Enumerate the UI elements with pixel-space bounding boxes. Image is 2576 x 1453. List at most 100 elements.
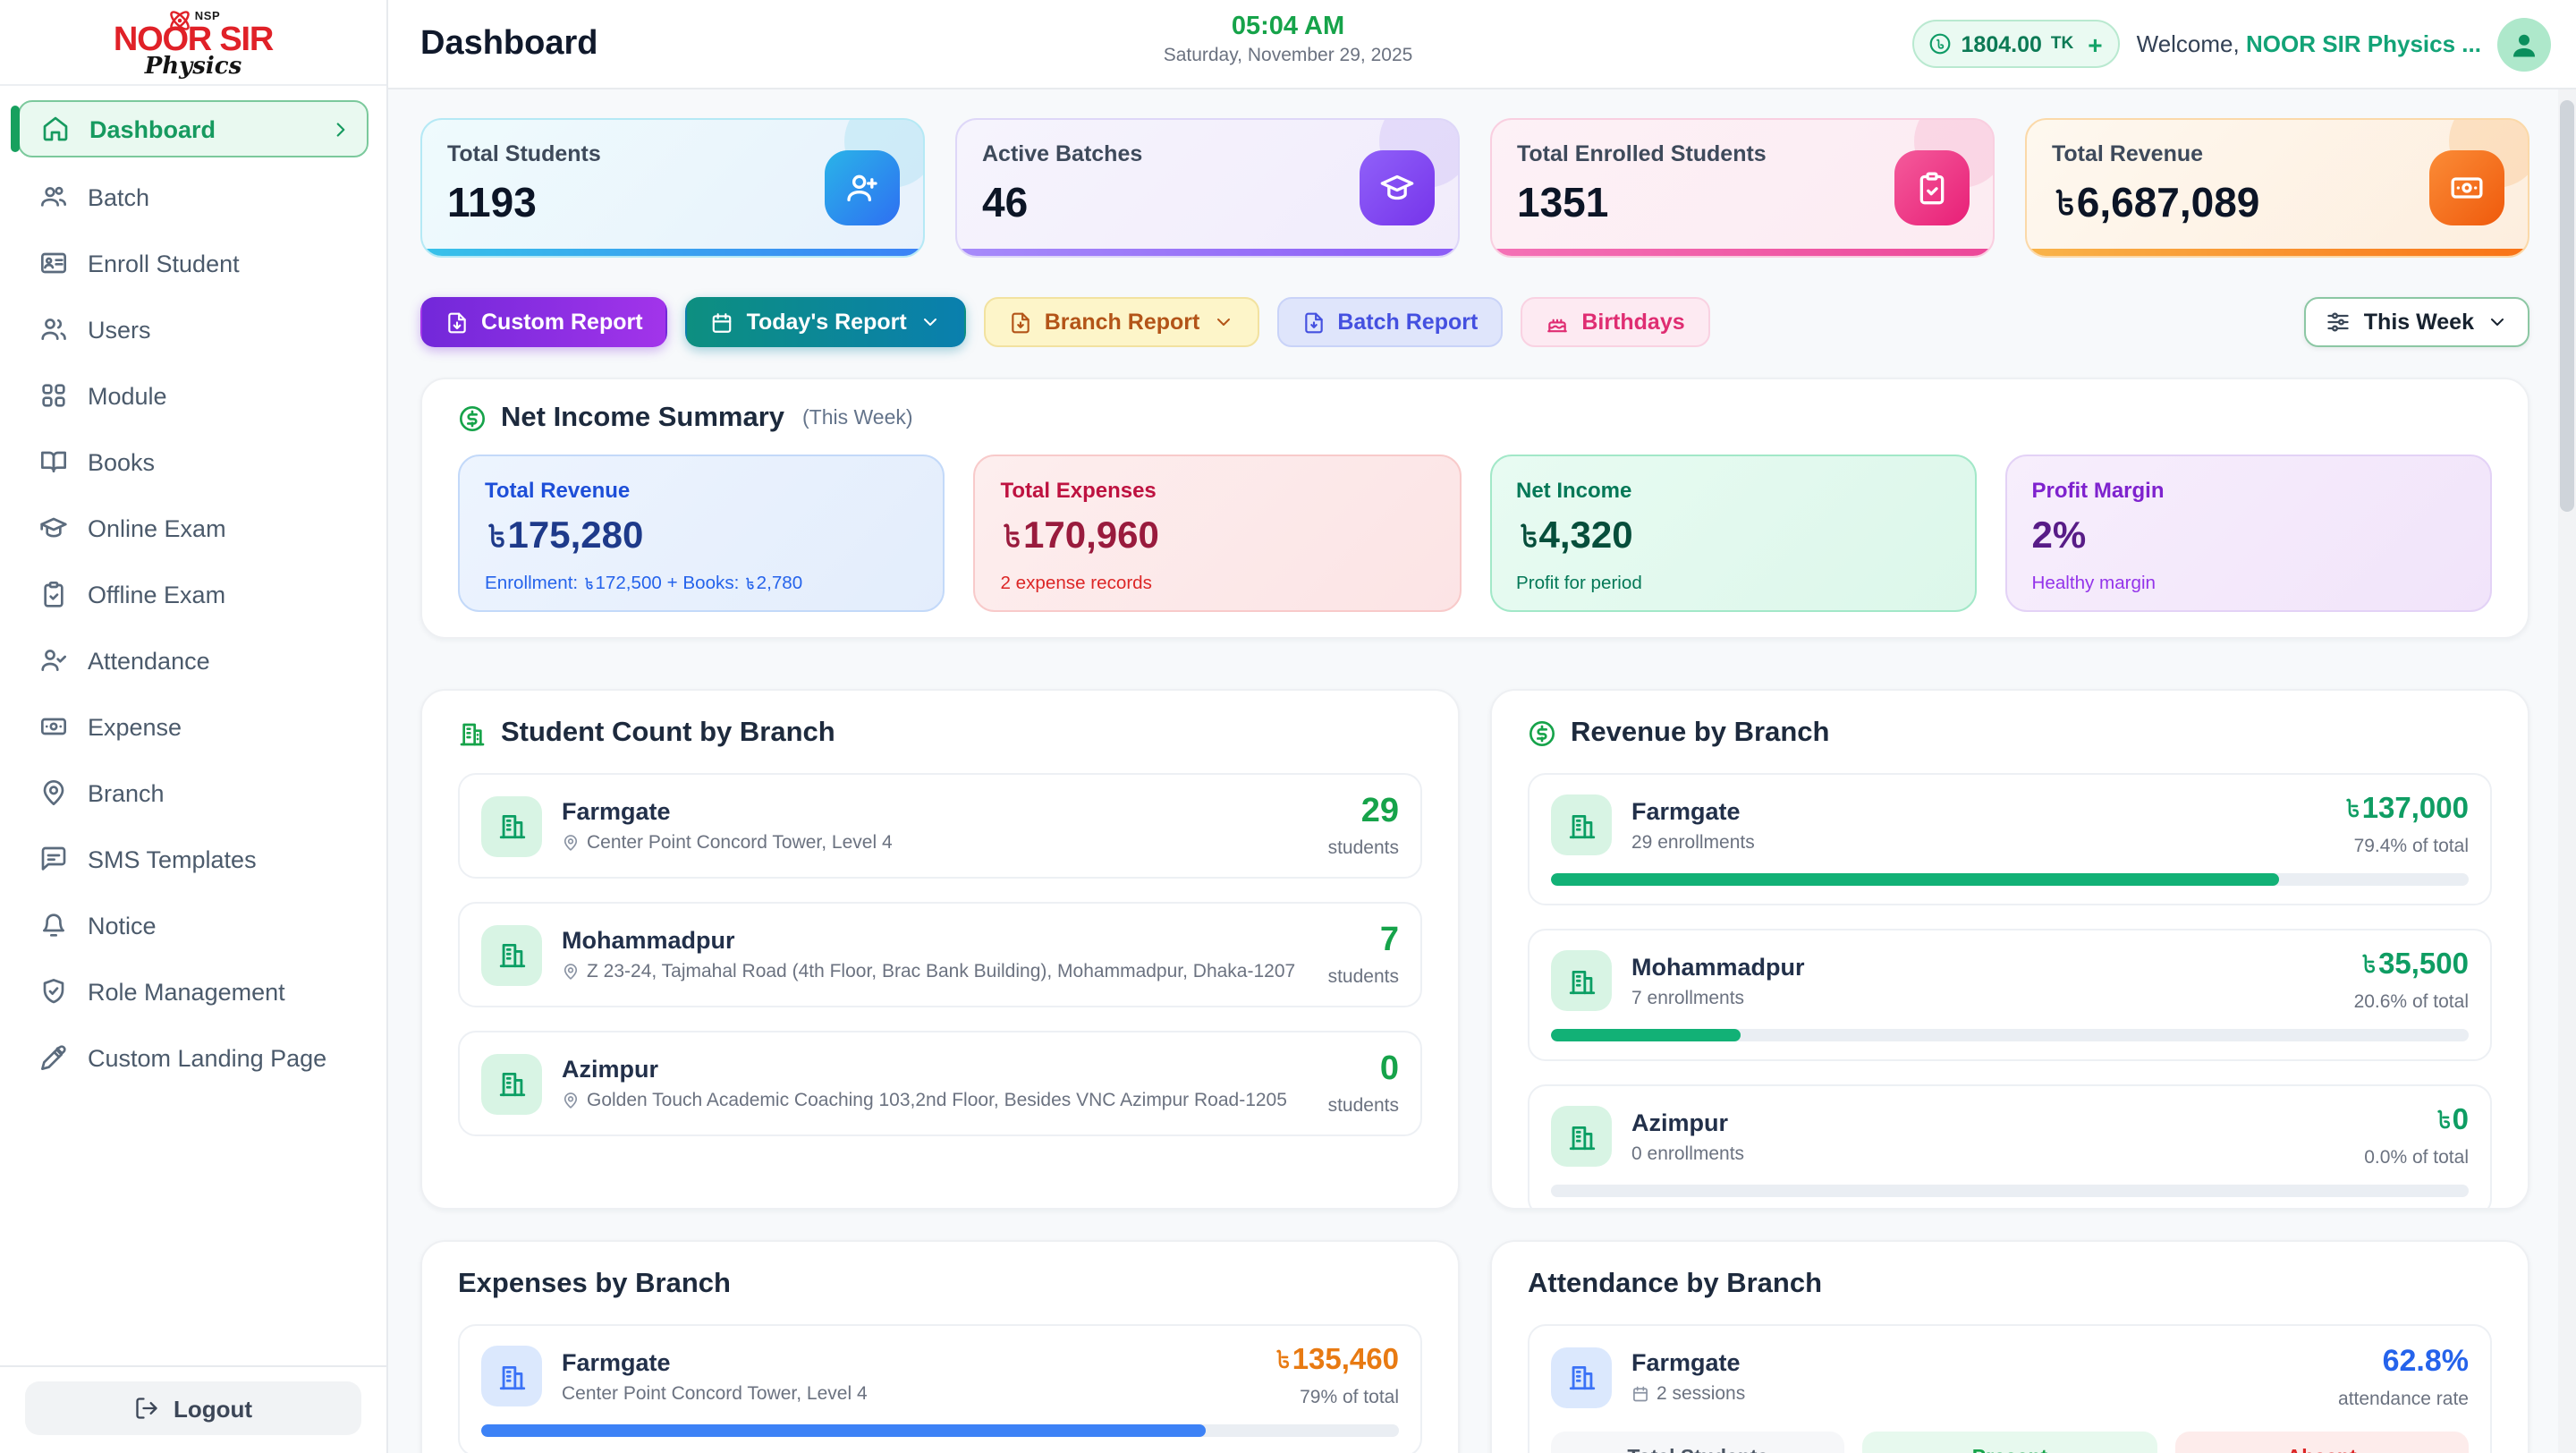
- map-pin-icon: [562, 963, 580, 981]
- date-range-filter[interactable]: This Week: [2304, 297, 2529, 347]
- ni-value: 2%: [2031, 515, 2087, 557]
- stat-accent-bar: [2027, 249, 2528, 256]
- attendance-rate: 62.8%: [2382, 1344, 2469, 1378]
- logout-button[interactable]: Logout: [25, 1381, 361, 1435]
- birthdays-button[interactable]: Birthdays: [1521, 297, 1710, 347]
- brand-logo: NSP NOOR SIR Physics: [0, 0, 386, 86]
- sidebar-item-label: Branch: [88, 779, 165, 806]
- sidebar-item-expense[interactable]: Expense: [18, 700, 369, 753]
- clipboard-check-icon: [39, 580, 68, 608]
- revenue-amount: 0: [2364, 1104, 2469, 1138]
- revenue-row-azimpur[interactable]: Azimpur 0 enrollments 0 0.0% of total: [1528, 1084, 2492, 1208]
- branch-panels-row: Student Count by Branch Farmgate Center …: [420, 689, 2529, 1210]
- sidebar-item-sms-templates[interactable]: SMS Templates: [18, 832, 369, 886]
- button-label: Custom Report: [481, 310, 643, 335]
- chevron-down-icon: [1216, 319, 1230, 326]
- building-icon: [458, 719, 487, 748]
- revenue-share: 79.4% of total: [2353, 836, 2469, 857]
- bottom-panels-row: Expenses by Branch Farmgate Center Point…: [420, 1240, 2529, 1453]
- branch-report-button[interactable]: Branch Report: [983, 297, 1259, 347]
- banknote-icon: [39, 712, 68, 741]
- stat-value: 1193: [447, 179, 537, 225]
- sidebar-item-batch[interactable]: Batch: [18, 170, 369, 224]
- stat-label: Active Batches: [982, 141, 1143, 166]
- sidebar-item-dashboard[interactable]: Dashboard: [11, 100, 369, 157]
- batch-report-button[interactable]: Batch Report: [1276, 297, 1504, 347]
- enrollment-meta: 7 enrollments: [1631, 987, 1745, 1008]
- logo-subtitle: Physics: [144, 53, 242, 80]
- sidebar-item-label: Notice: [88, 912, 157, 939]
- branch-row-azimpur[interactable]: Azimpur Golden Touch Academic Coaching 1…: [458, 1031, 1422, 1136]
- ni-card-net-income: Net Income 4,320 Profit for period: [1489, 455, 1977, 612]
- section-title: Revenue by Branch: [1571, 718, 1830, 748]
- graduation-cap-icon: [39, 514, 68, 542]
- sidebar-item-books[interactable]: Books: [18, 435, 369, 489]
- progress-track: [1551, 1029, 2469, 1041]
- stat-card-total-students[interactable]: Total Students 1193: [420, 118, 925, 258]
- sidebar-item-online-exam[interactable]: Online Exam: [18, 501, 369, 555]
- sidebar-item-label: Dashboard: [89, 115, 216, 142]
- sidebar-item-label: Offline Exam: [88, 581, 226, 608]
- branch-row-mohammadpur[interactable]: Mohammadpur Z 23-24, Tajmahal Road (4th …: [458, 902, 1422, 1007]
- sidebar-item-enroll-student[interactable]: Enroll Student: [18, 236, 369, 290]
- sidebar-item-offline-exam[interactable]: Offline Exam: [18, 567, 369, 621]
- branch-row-farmgate[interactable]: Farmgate Center Point Concord Tower, Lev…: [458, 773, 1422, 879]
- sidebar-item-notice[interactable]: Notice: [18, 898, 369, 952]
- ni-caption: Healthy margin: [2031, 574, 2157, 594]
- revenue-row-farmgate[interactable]: Farmgate 29 enrollments 137,000 79.4% of…: [1528, 773, 2492, 905]
- chevron-right-icon: [329, 117, 352, 140]
- add-balance-button[interactable]: +: [2088, 30, 2103, 58]
- calendar-icon: [713, 312, 732, 332]
- sidebar-nav: Dashboard Batch Enroll Student Users Mod…: [0, 86, 386, 1365]
- sidebar-item-branch[interactable]: Branch: [18, 766, 369, 820]
- stat-label: Total Revenue: [2052, 141, 2204, 166]
- branch-address: Golden Touch Academic Coaching 103,2nd F…: [587, 1090, 1287, 1111]
- ni-card-total-expenses: Total Expenses 170,960 2 expense records: [973, 455, 1461, 612]
- section-subtitle: (This Week): [802, 408, 913, 429]
- section-title: Student Count by Branch: [501, 718, 835, 748]
- stat-value: 1351: [1517, 179, 1609, 225]
- main-area: Dashboard 05:04 AM Saturday, November 29…: [388, 0, 2576, 1453]
- balance-currency: TK: [2050, 34, 2074, 54]
- enrollment-meta: 29 enrollments: [1631, 831, 1755, 853]
- taka-icon: [2055, 190, 2073, 217]
- expense-share: 79% of total: [1300, 1387, 1399, 1408]
- scrollbar-thumb[interactable]: [2560, 100, 2574, 512]
- section-title: Net Income Summary: [501, 403, 784, 433]
- sidebar-item-attendance[interactable]: Attendance: [18, 633, 369, 687]
- expense-row-farmgate[interactable]: Farmgate Center Point Concord Tower, Lev…: [458, 1324, 1422, 1453]
- dollar-circle-icon: [1528, 719, 1556, 748]
- progress-track: [1551, 873, 2469, 886]
- sidebar-item-role-management[interactable]: Role Management: [18, 964, 369, 1018]
- dashboard-content: Total Students 1193 Active Batches 46 To…: [388, 89, 2576, 1453]
- stat-card-total-revenue[interactable]: Total Revenue 6,687,089: [2025, 118, 2529, 258]
- sidebar-item-custom-landing-page[interactable]: Custom Landing Page: [18, 1031, 369, 1084]
- person-icon: [2513, 33, 2535, 56]
- atom-icon: [166, 6, 193, 33]
- stat-card-active-batches[interactable]: Active Batches 46: [955, 118, 1460, 258]
- attendance-row-farmgate[interactable]: Farmgate 2 sessions 62.8% attendance rat…: [1528, 1324, 2492, 1453]
- sidebar-item-users[interactable]: Users: [18, 302, 369, 356]
- sidebar-item-label: Module: [88, 382, 167, 409]
- avatar[interactable]: [2497, 17, 2551, 71]
- ni-card-profit-margin: Profit Margin 2% Healthy margin: [2004, 455, 2492, 612]
- balance-badge[interactable]: 1804.00 TK +: [1912, 20, 2121, 68]
- sidebar-item-label: Attendance: [88, 647, 210, 674]
- ni-value: 170,960: [1001, 515, 1435, 558]
- sliders-icon: [2326, 310, 2351, 335]
- student-count: 7: [1379, 922, 1399, 959]
- welcome-name: NOOR SIR Physics ...: [2246, 30, 2481, 57]
- branch-address: Center Point Concord Tower, Level 4: [562, 1382, 868, 1404]
- button-label: Branch Report: [1044, 310, 1200, 335]
- balance-amount: 1804.00: [1961, 31, 2042, 56]
- sidebar-item-label: Enroll Student: [88, 250, 240, 276]
- revenue-by-branch-panel: Revenue by Branch Farmgate 29 enrollment…: [1490, 689, 2529, 1210]
- custom-report-button[interactable]: Custom Report: [420, 297, 668, 347]
- todays-report-button[interactable]: Today's Report: [685, 297, 966, 347]
- sidebar-item-module[interactable]: Module: [18, 369, 369, 422]
- stat-card-total-enrolled[interactable]: Total Enrolled Students 1351: [1490, 118, 1995, 258]
- sidebar-item-label: SMS Templates: [88, 845, 257, 872]
- revenue-row-mohammadpur[interactable]: Mohammadpur 7 enrollments 35,500 20.6% o…: [1528, 929, 2492, 1061]
- id-card-icon: [39, 249, 68, 277]
- section-title: Attendance by Branch: [1528, 1269, 1823, 1299]
